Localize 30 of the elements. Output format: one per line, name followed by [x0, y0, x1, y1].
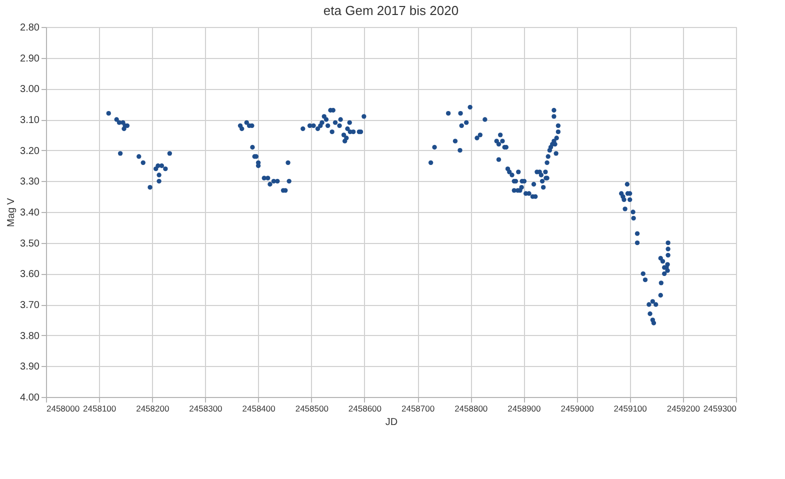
x-tick-label: 2458900 [508, 404, 542, 414]
y-tick-label: 2.80 [20, 22, 40, 34]
y-tick-label: 3.50 [20, 238, 40, 250]
y-tick-label: 3.20 [20, 146, 40, 157]
x-tick-label: 2458200 [136, 404, 170, 414]
x-tick-label: 2459300 [703, 404, 737, 414]
x-tick-label: 2459100 [614, 404, 648, 414]
y-tick-label: 2.90 [20, 53, 40, 64]
x-tick-label: 2459200 [666, 404, 700, 414]
x-tick-label: 2458800 [454, 404, 488, 414]
x-tick-label: 2458000 [46, 404, 80, 414]
x-tick-label: 2458300 [189, 404, 223, 414]
x-axis-title: JD [385, 417, 398, 428]
y-tick-label: 4.00 [20, 392, 40, 404]
x-tick-label: 2458100 [83, 404, 116, 414]
y-tick-label: 3.80 [20, 330, 40, 342]
y-tick-label: 3.70 [20, 300, 40, 311]
y-tick-label: 3.30 [20, 176, 40, 188]
y-axis-title: Mag V [6, 198, 18, 227]
x-tick-label: 2459000 [560, 404, 594, 414]
y-tick-label: 3.10 [20, 115, 40, 126]
chart-title: eta Gem 2017 bis 2020 [323, 3, 459, 18]
x-tick-label: 2458600 [348, 404, 382, 414]
y-tick-label: 3.90 [20, 362, 40, 373]
x-tick-label: 2458500 [295, 404, 329, 414]
y-tick-label: 3.00 [20, 84, 40, 96]
x-tick-label: 2458700 [401, 404, 435, 414]
x-tick-label: 2458400 [242, 404, 276, 414]
y-tick-label: 3.40 [20, 208, 40, 218]
y-tick-label: 3.60 [20, 269, 40, 280]
